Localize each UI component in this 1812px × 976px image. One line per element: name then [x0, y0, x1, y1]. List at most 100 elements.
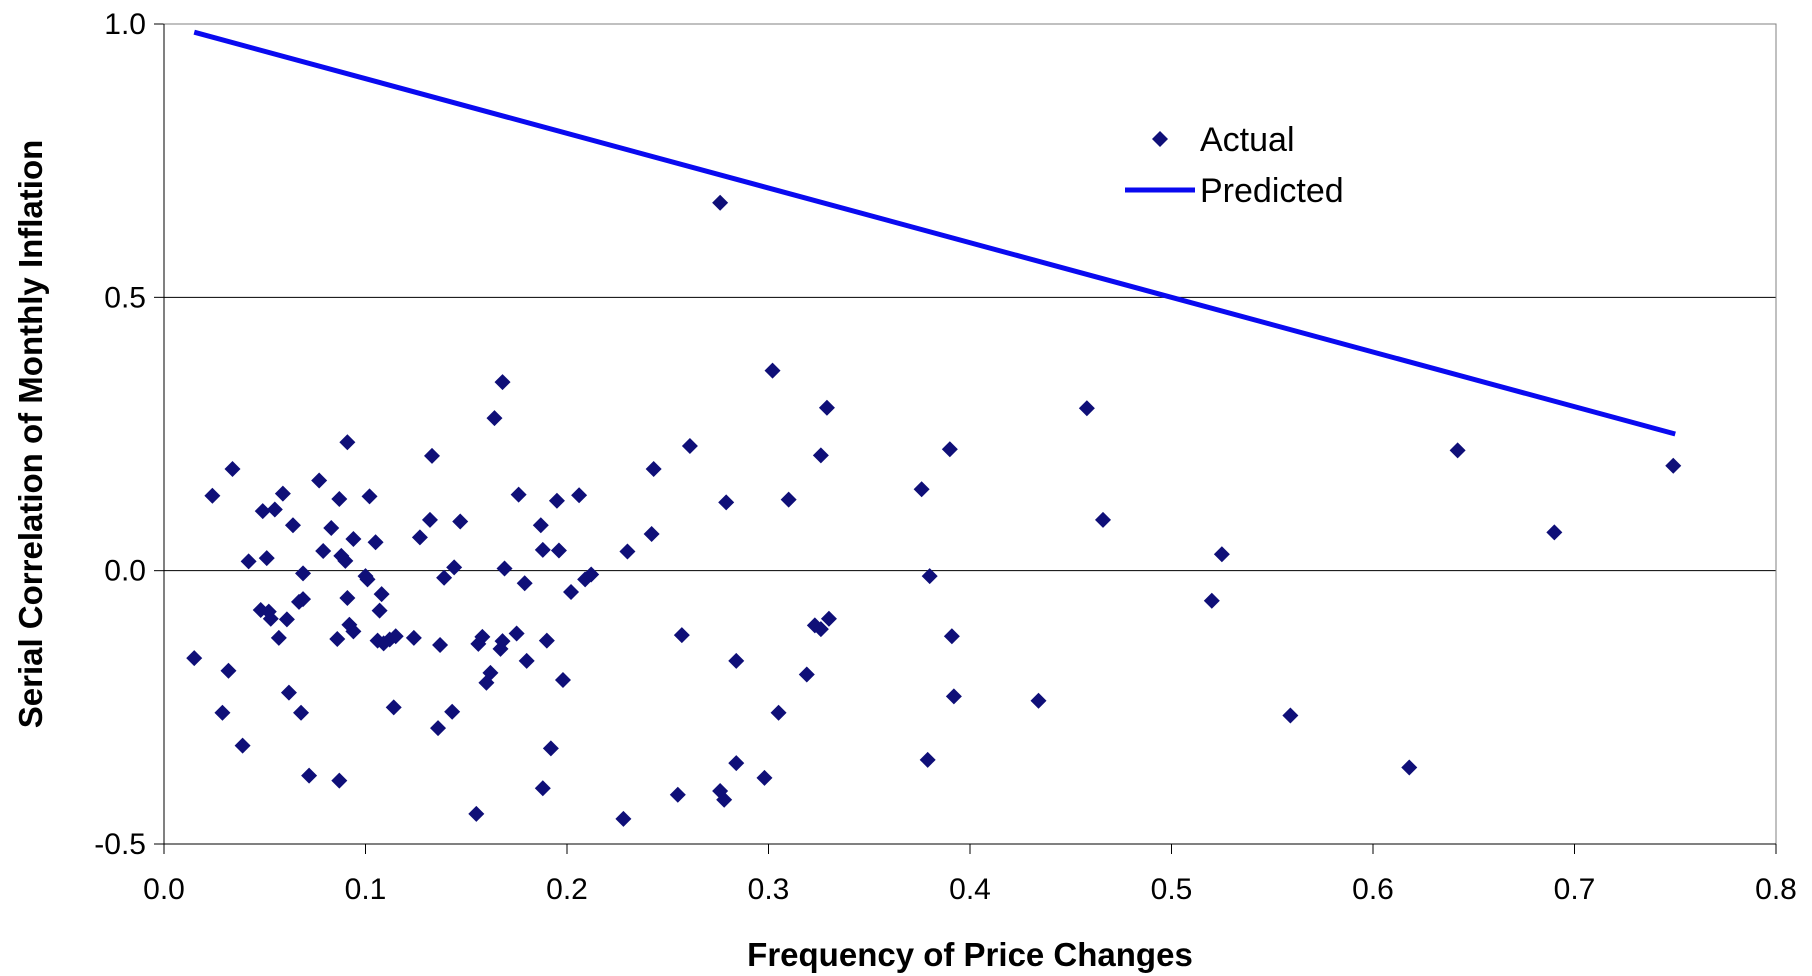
- actual-point: [311, 472, 328, 489]
- actual-point: [1449, 442, 1466, 459]
- actual-point: [423, 447, 440, 464]
- actual-point: [919, 751, 936, 768]
- actual-point: [818, 399, 835, 416]
- actual-point: [820, 610, 837, 627]
- actual-point: [405, 629, 422, 646]
- x-tick-label: 0.7: [1554, 873, 1596, 906]
- actual-point: [563, 583, 580, 600]
- series: [186, 29, 1682, 827]
- y-tick-label: -0.5: [94, 828, 146, 861]
- actual-point: [278, 611, 295, 628]
- actual-point: [240, 553, 257, 570]
- actual-point: [486, 410, 503, 427]
- actual-point: [315, 542, 332, 559]
- actual-point: [387, 628, 404, 645]
- actual-point: [550, 542, 567, 559]
- legend-actual-label: Actual: [1200, 121, 1295, 159]
- actual-point: [943, 628, 960, 645]
- actual-point: [293, 704, 310, 721]
- x-tick-label: 0.1: [345, 873, 387, 906]
- actual-point: [421, 511, 438, 528]
- actual-point: [718, 494, 735, 511]
- actual-point: [548, 492, 565, 509]
- actual-point: [921, 568, 938, 585]
- axes: -0.5 0.0 0.5 1.0 0.0 0.1 0.2 0.3 0.4 0.5 0.6 0.7 0.8: [94, 8, 1797, 906]
- actual-point: [446, 559, 463, 576]
- y-tick-label: 0.0: [104, 555, 146, 588]
- actual-point: [941, 441, 958, 458]
- actual-point: [554, 672, 571, 688]
- actual-point: [673, 627, 690, 644]
- actual-point: [262, 610, 279, 627]
- actual-point: [728, 755, 745, 772]
- actual-point: [411, 529, 428, 546]
- actual-point: [669, 786, 686, 803]
- actual-point: [812, 621, 829, 638]
- y-axis-title: Serial Correlation of Monthly Inflation: [12, 140, 49, 729]
- actual-point: [494, 633, 511, 650]
- actual-point: [619, 543, 636, 560]
- actual-point: [798, 666, 815, 683]
- actual-point: [542, 740, 559, 757]
- actual-point: [764, 362, 781, 379]
- actual-point: [496, 560, 513, 577]
- actual-point: [812, 447, 829, 464]
- actual-point: [534, 541, 551, 558]
- actual-point: [339, 590, 356, 606]
- x-tick-label: 0.4: [949, 873, 991, 906]
- actual-point: [186, 650, 203, 667]
- actual-point: [1094, 511, 1111, 528]
- legend: Actual Predicted: [1125, 121, 1344, 210]
- actual-point: [331, 491, 348, 508]
- actual-point: [643, 526, 660, 543]
- y-tick-label: 0.5: [104, 281, 146, 314]
- actual-point: [331, 772, 348, 789]
- actual-point: [1213, 546, 1230, 563]
- actual-point: [583, 566, 600, 583]
- legend-actual-marker: [1152, 131, 1168, 147]
- actual-point: [204, 487, 221, 504]
- actual-point: [367, 534, 384, 551]
- actual-point: [1401, 759, 1418, 776]
- actual-point: [780, 491, 797, 508]
- actual-point: [436, 569, 453, 586]
- actual-point: [234, 737, 251, 754]
- actual-point: [345, 530, 362, 547]
- actual-point: [510, 486, 527, 503]
- actual-point: [323, 520, 340, 537]
- actual-point: [361, 488, 378, 505]
- actual-point: [645, 460, 662, 477]
- actual-point: [615, 810, 632, 827]
- actual-point: [1203, 592, 1220, 609]
- actual-point: [1282, 707, 1299, 724]
- actual-point: [371, 602, 388, 619]
- actual-point: [295, 591, 312, 608]
- actual-point: [532, 517, 549, 534]
- actual-point: [712, 194, 729, 211]
- actual-point: [945, 688, 962, 705]
- predicted-line: [193, 29, 1676, 437]
- actual-point: [728, 652, 745, 669]
- x-tick-label: 0.0: [143, 873, 185, 906]
- x-tick-label: 0.2: [546, 873, 588, 906]
- actual-point: [266, 501, 283, 518]
- actual-point: [224, 460, 241, 477]
- x-tick-label: 0.6: [1352, 873, 1394, 906]
- actual-point: [258, 550, 275, 567]
- actual-point: [339, 434, 356, 451]
- plot-area: [164, 24, 1776, 844]
- actual-point: [220, 662, 237, 679]
- actual-point: [359, 571, 376, 588]
- actual-point: [345, 623, 362, 640]
- actual-point: [452, 513, 469, 530]
- actual-point: [284, 517, 301, 534]
- actual-point: [770, 704, 787, 721]
- x-axis-title: Frequency of Price Changes: [747, 936, 1193, 973]
- actual-point: [518, 652, 535, 669]
- actual-point: [432, 637, 449, 654]
- actual-point: [1078, 400, 1095, 417]
- actual-point: [373, 586, 390, 603]
- actual-point: [756, 769, 773, 786]
